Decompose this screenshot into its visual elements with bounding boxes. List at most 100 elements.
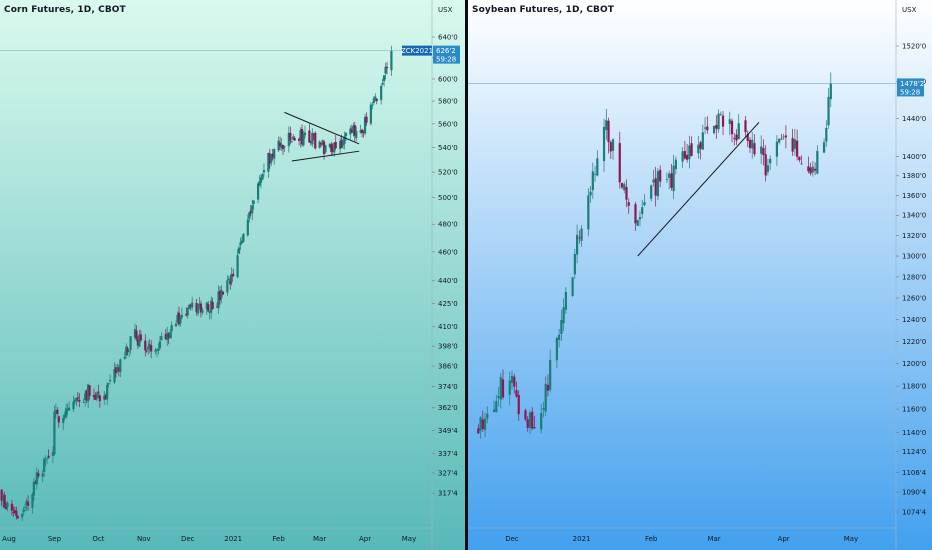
candle-body [375, 98, 378, 101]
candle-body [764, 154, 767, 176]
candle-body [147, 346, 150, 350]
y-tick-label: 1240'0 [902, 316, 926, 324]
candle-body [339, 141, 342, 150]
y-tick-label: 460'0 [438, 248, 458, 256]
candle-body [267, 153, 270, 172]
candle-body [166, 332, 169, 341]
y-tick-label: 1200'0 [902, 360, 926, 368]
candle-body [84, 393, 87, 401]
candle-body [822, 142, 826, 153]
candle-body [791, 138, 794, 152]
candle-body [730, 120, 734, 135]
candle-body [683, 151, 686, 159]
symbol-tag-label: ZCK2021 [401, 47, 433, 55]
candle-body [712, 125, 716, 133]
candle-body [16, 516, 19, 519]
y-tick-label: 425'0 [438, 300, 458, 308]
candle-body [98, 395, 101, 402]
candle-body [728, 119, 731, 124]
candle-body [321, 140, 324, 145]
candle-body [807, 166, 810, 172]
y-tick-label: 1220'0 [902, 338, 926, 346]
candle-body [169, 332, 172, 339]
candle-body [341, 141, 345, 146]
y-tick-label: 560'0 [438, 120, 458, 128]
candle-body [37, 473, 40, 477]
candle-body [562, 307, 565, 324]
candle-body [721, 115, 725, 127]
candle-body [652, 179, 655, 183]
candle-body [353, 125, 356, 136]
candle-body [800, 163, 803, 165]
soybean-chart-title: Soybean Futures, 1D, CBOT [472, 5, 614, 15]
candle-body [104, 395, 107, 400]
y-tick-label: 398'0 [438, 343, 458, 351]
last-price-tag [897, 78, 924, 97]
candle-body [782, 136, 785, 138]
candle-body [517, 394, 520, 415]
candle-body [690, 143, 693, 156]
x-tick-label: Apr [359, 535, 371, 543]
candle-body [12, 512, 15, 514]
candle-body [540, 413, 543, 430]
countdown-label: 59:28 [900, 88, 920, 96]
candle-body [268, 153, 271, 164]
y-tick-label: 327'4 [438, 469, 458, 477]
candle-body [95, 393, 99, 399]
candle-body [239, 242, 242, 246]
x-tick-label: 2021 [224, 535, 242, 543]
candle-body [602, 127, 606, 162]
candle-body [340, 139, 343, 148]
corn-futures-pane[interactable]: USX 317'4 327'4 337'4 349'4 362'0 374'0 386'0 39… [0, 0, 465, 550]
candle-body [41, 473, 44, 477]
candle-body [262, 170, 266, 173]
y-tick-label: 1360'0 [902, 192, 926, 200]
y-tick-label: 1260'0 [902, 294, 926, 302]
candle-body [654, 178, 657, 196]
candle-body [31, 494, 34, 508]
candle-body [643, 202, 646, 206]
candle-body [703, 127, 707, 129]
candle-body [481, 419, 484, 429]
candle-body [659, 169, 662, 182]
candle-body [717, 113, 720, 130]
y-tick-label: 410'0 [438, 323, 458, 331]
candle-body [634, 204, 637, 224]
candle-body [259, 177, 263, 183]
candle-body [51, 452, 55, 456]
x-tick-label: Nov [137, 535, 151, 543]
candle-body [611, 139, 615, 151]
candle-body [744, 120, 747, 133]
candle-body [546, 384, 550, 391]
candle-body [311, 132, 314, 145]
candle-body [261, 174, 264, 180]
candle-body [217, 291, 220, 309]
candle-body [715, 124, 718, 129]
candle-body [66, 408, 69, 410]
candle-body [735, 134, 738, 141]
candle-body [25, 500, 28, 505]
candle-body [499, 377, 502, 400]
candle-body [748, 139, 752, 149]
candle-body [809, 167, 812, 174]
candle-body [220, 289, 223, 298]
candle-body [53, 411, 56, 455]
candle-body [302, 134, 305, 146]
soybean-futures-pane[interactable]: USX 1074'4 1090'4 1106'4 1124'0 1140'0 1160'0 1… [468, 0, 932, 550]
x-tick-label: Mar [707, 535, 720, 543]
candle-body [106, 384, 109, 400]
candle-body [107, 383, 110, 385]
y-tick-label: 1340'0 [902, 212, 926, 220]
corn-chart-svg[interactable]: USX 317'4 327'4 337'4 349'4 362'0 374'0 386'0 39… [0, 0, 465, 550]
candle-body [251, 205, 254, 214]
plot-background [468, 0, 932, 550]
candle-body [170, 324, 173, 332]
pane-divider[interactable] [465, 0, 468, 550]
candle-body [555, 337, 559, 361]
candle-body [580, 228, 583, 241]
candle-body [177, 312, 181, 325]
candle-body [113, 369, 116, 383]
candle-body [303, 132, 307, 136]
soybean-chart-svg[interactable]: USX 1074'4 1090'4 1106'4 1124'0 1140'0 1160'0 1… [468, 0, 932, 550]
candle-body [185, 313, 188, 316]
